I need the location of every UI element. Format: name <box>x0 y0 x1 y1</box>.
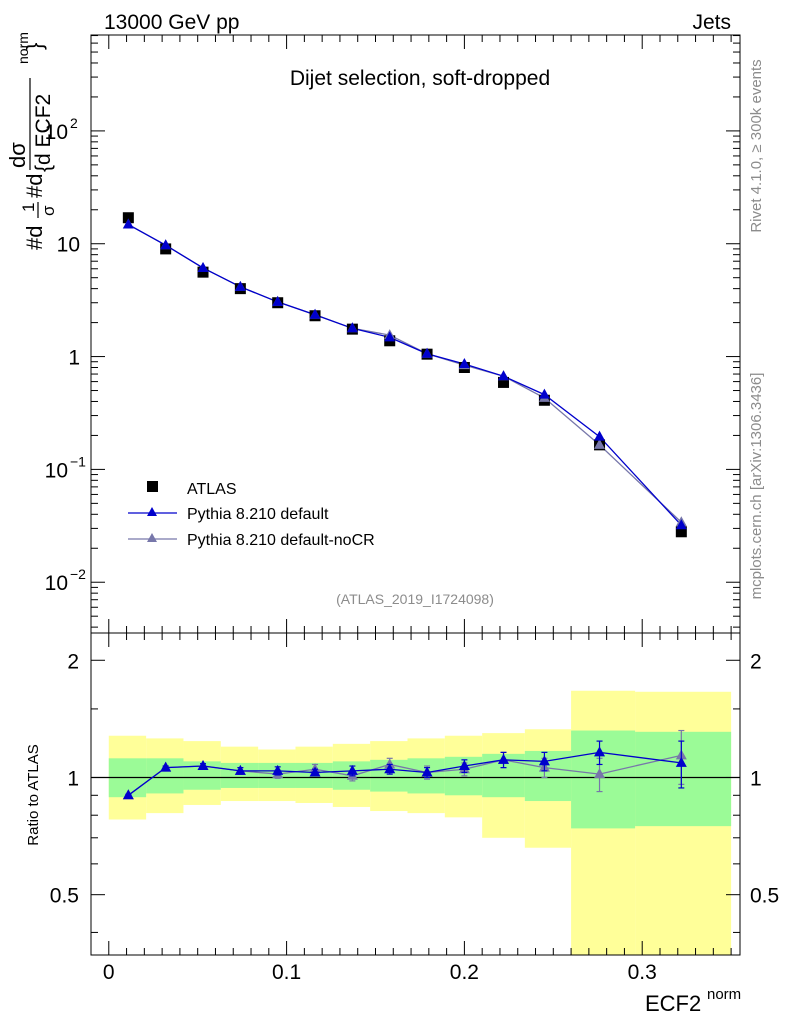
ratio-ytick-label: 1 <box>67 767 79 790</box>
legend-atlas-label: ATLAS <box>187 481 237 498</box>
main-point-default <box>594 430 606 441</box>
ratio-point-default <box>675 756 687 767</box>
ratio-xtick-label: 0 <box>103 961 115 984</box>
analysis-id: (ATLAS_2019_I1724098) <box>336 591 494 607</box>
main-point-default <box>197 261 209 272</box>
ratio-point-default <box>309 766 321 777</box>
ratio-xlabel: ECF2 norm <box>645 986 741 1016</box>
main-point-atlas <box>122 212 134 224</box>
main-line-default <box>128 223 682 526</box>
ratio-point-default <box>594 746 606 757</box>
ratio-frame <box>90 632 741 956</box>
header-left: 13000 GeV pp <box>104 11 239 34</box>
ylabel-brace: {d ECF2 <box>32 94 55 172</box>
ratio-point-default <box>384 763 396 774</box>
ratio-point-default <box>272 764 284 775</box>
mcplots-label: mcplots.cern.ch [arXiv:1306.3436] <box>748 373 765 600</box>
main-marks <box>122 212 687 538</box>
main-ytick-exp: 2 <box>70 115 78 131</box>
ratio-point-default <box>538 755 550 766</box>
main-ylabel: #d 1 σ #d dσ {d ECF2 norm } <box>5 32 58 250</box>
main-line-nocr <box>128 223 682 523</box>
rivet-label: Rivet 4.1.0, ≥ 300k events <box>748 59 765 232</box>
main-point-atlas <box>197 266 209 278</box>
main-point-default <box>498 370 510 381</box>
ratio-point-default <box>458 760 470 771</box>
header-right: Jets <box>692 11 731 34</box>
ylabel-one: 1 <box>19 203 38 212</box>
ratio-point-nocr <box>594 768 606 779</box>
ratio-ytick-label-right: 2 <box>750 650 762 673</box>
ylabel-hashd: #d <box>22 174 47 198</box>
xlabel-main: ECF2 <box>645 991 701 1016</box>
main-point-default <box>675 519 687 530</box>
main-ytick-exp: −1 <box>70 453 86 469</box>
ratio-point-default <box>160 761 172 772</box>
ratio-marks <box>122 729 687 800</box>
main-point-default <box>234 280 246 291</box>
ratio-point-default <box>197 760 209 771</box>
ratio-band-green <box>635 731 732 827</box>
ratio-ytick-label: 0.5 <box>50 885 79 908</box>
xlabel-sup: norm <box>707 986 741 1003</box>
main-ytick-label: 10 <box>45 121 68 144</box>
main-ytick-label: 10 <box>45 572 68 595</box>
ratio-ylabel: Ratio to ATLAS <box>25 744 42 845</box>
ratio-point-default <box>234 764 246 775</box>
ylabel-sup: norm <box>15 32 31 64</box>
ratio-band-green <box>571 730 636 829</box>
main-point-atlas <box>498 376 510 388</box>
ratio-line-default <box>127 751 682 796</box>
main-ytick-label: 10 <box>57 234 80 257</box>
ratio-bands <box>91 690 740 955</box>
main-point-default <box>346 322 358 333</box>
ratio-xtick-label: 0.1 <box>272 961 301 984</box>
ratio-xtick-label: 0.2 <box>450 961 479 984</box>
ratio-ytick-label-right: 0.5 <box>750 885 779 908</box>
main-point-default <box>384 331 396 342</box>
ylabel-dsigma: dσ <box>5 142 30 168</box>
main-point-atlas <box>675 526 687 538</box>
legend: ATLAS Pythia 8.210 default Pythia 8.210 … <box>128 481 375 549</box>
ratio-band-green <box>524 750 572 802</box>
plot-title: Dijet selection, soft-dropped <box>290 67 550 90</box>
legend-atlas-marker <box>147 481 158 492</box>
main-point-default <box>538 388 550 399</box>
ratio-point-default <box>498 753 510 764</box>
ratio-point-default <box>122 789 134 800</box>
main-ytick-label: 10 <box>45 459 68 482</box>
ratio-panel: 0.5 0.5 1 1 2 2 0 0.1 0.2 0.3 Ratio to ATLAS ECF2… <box>25 632 779 1016</box>
main-point-default <box>122 218 134 229</box>
main-point-default <box>458 357 470 368</box>
main-point-default <box>421 347 433 358</box>
main-point-default <box>309 308 321 319</box>
ratio-ytick-label: 2 <box>67 650 79 673</box>
ylabel-sigma: σ <box>39 205 58 216</box>
legend-nocr-marker <box>147 533 157 542</box>
ratio-axes: 0.5 0.5 1 1 2 2 0 0.1 0.2 0.3 <box>50 633 779 984</box>
main-point-default <box>160 239 172 250</box>
ylabel-close: } <box>22 43 47 50</box>
ratio-ytick-label-right: 1 <box>750 767 762 790</box>
ratio-point-default <box>421 766 433 777</box>
legend-nocr-label: Pythia 8.210 default-noCR <box>187 532 375 549</box>
ratio-point-default <box>346 764 358 775</box>
legend-default-marker <box>147 507 157 516</box>
ylabel-prefix: #d <box>22 226 47 250</box>
main-point-default <box>272 295 284 306</box>
main-ytick-exp: −2 <box>70 566 86 582</box>
main-point-nocr <box>594 438 606 449</box>
ratio-xtick-label: 0.3 <box>628 961 657 984</box>
legend-default-label: Pythia 8.210 default <box>187 506 329 523</box>
main-ytick-label: 1 <box>68 347 80 370</box>
